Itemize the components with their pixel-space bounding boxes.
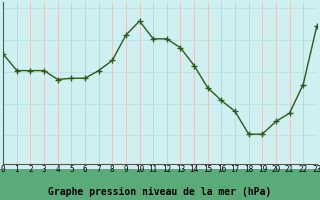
Text: Graphe pression niveau de la mer (hPa): Graphe pression niveau de la mer (hPa)	[48, 187, 272, 197]
